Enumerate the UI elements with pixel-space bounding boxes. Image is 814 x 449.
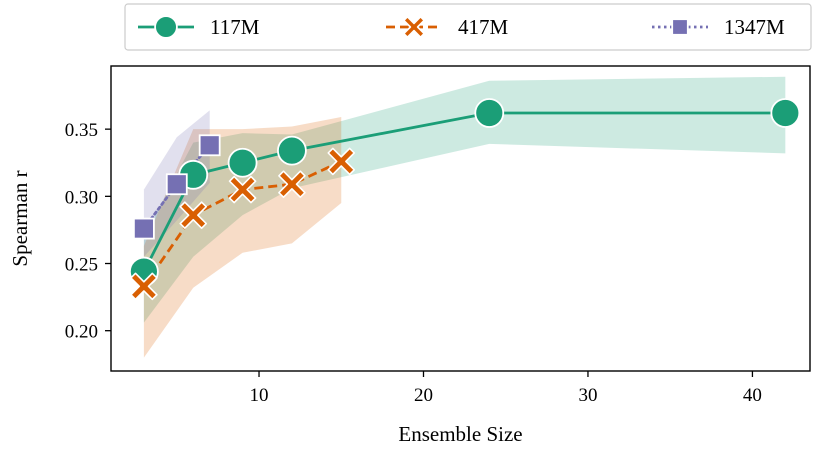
legend-marker-1347M	[671, 18, 689, 36]
legend-label: 417M	[458, 15, 509, 39]
y-tick-label: 0.30	[65, 187, 98, 208]
data-point-417M	[179, 201, 208, 229]
x-tick-label: 20	[414, 385, 433, 406]
data-point-417M	[327, 147, 356, 176]
x-tick-label: 30	[578, 385, 597, 406]
x-tick-label: 10	[250, 385, 269, 406]
series-markers	[128, 98, 801, 301]
data-point-1347M	[198, 134, 221, 157]
legend-box	[124, 3, 812, 51]
plot-frame	[110, 65, 811, 372]
legend-label: 1347M	[724, 15, 785, 39]
data-point-1347M	[132, 217, 155, 240]
data-point-117M	[770, 98, 801, 128]
x-axis-ticks: 10 20 30 40	[250, 371, 762, 406]
ci-band-117M	[143, 76, 786, 323]
legend-marker-417M	[403, 16, 425, 38]
y-tick-label: 0.25	[65, 255, 98, 276]
y-axis-title: Spearman r	[8, 170, 32, 266]
legend-marker-117M	[154, 15, 178, 39]
data-point-117M	[474, 98, 505, 128]
data-point-417M	[130, 272, 158, 301]
x-axis-title: Ensemble Size	[398, 422, 522, 446]
data-point-117M	[277, 135, 307, 166]
data-point-417M	[278, 170, 306, 199]
x-tick-label: 40	[743, 385, 762, 406]
data-point-417M	[228, 175, 257, 204]
y-axis-ticks: 0.20 0.25 0.30 0.35	[65, 120, 111, 343]
data-point-117M	[227, 147, 258, 178]
y-tick-label: 0.35	[65, 120, 98, 141]
y-tick-label: 0.20	[65, 322, 98, 343]
legend-label: 117M	[210, 15, 260, 39]
legend: 117M 417M 1347M	[124, 3, 812, 51]
data-point-1347M	[165, 173, 188, 196]
